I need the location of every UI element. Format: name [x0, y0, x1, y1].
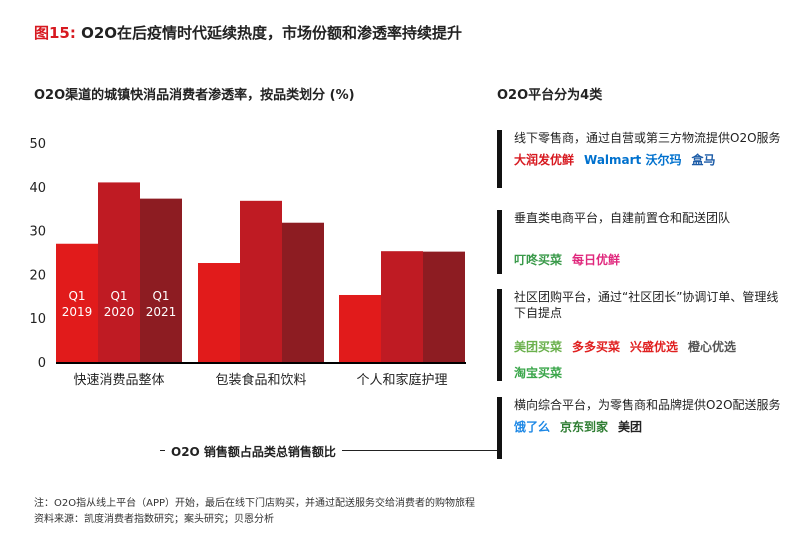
series-label: 2021 [146, 305, 177, 319]
platform-category: 垂直类电商平台，自建前置仓和配送团队 叮咚买菜 每日优鲜 [497, 210, 784, 274]
y-tick-label: 50 [29, 137, 46, 152]
brand-logo: 饿了么 [514, 420, 551, 434]
platform-category: 线下零售商，通过自营或第三方物流提供O2O服务 大润发优鲜 Walmart 沃尔玛盒… [497, 130, 784, 188]
brand-logo: Walmart 沃尔玛 [584, 153, 682, 167]
bar [282, 222, 324, 362]
brand-logo: 美团 [618, 420, 643, 434]
brand-logo: 盒马 [691, 153, 716, 167]
y-tick-label: 0 [38, 356, 46, 371]
category-label: 个人和家庭护理 [356, 372, 447, 388]
chart-title: O2O渠道的城镇快消品消费者渗透率，按品类划分 (%) [34, 88, 355, 103]
bar [198, 263, 240, 362]
bar-chart: 01020304050Q120194.4%Q120208.3%Q120217.7… [29, 137, 466, 388]
platform-category: 横向综合平台，为零售商和品牌提供O2O配送服务 饿了么 京东到家 美团 [497, 397, 784, 459]
brand-logo: 橙心优选 [688, 340, 737, 354]
sales-share-label: O2O 销售额占品类总销售额比 [165, 443, 342, 460]
brand-logo: 叮咚买菜 [514, 253, 563, 267]
series-label: 2019 [62, 305, 93, 319]
brand-logo: 美团买菜 [514, 340, 563, 354]
series-label: Q1 [110, 289, 127, 303]
series-label: Q1 [68, 289, 85, 303]
category-label: 包装食品和饮料 [215, 372, 306, 388]
brand-logo: 大润发优鲜 [514, 153, 575, 167]
figure-title-text: O2O在后疫情时代延续热度，市场份额和渗透率持续提升 [81, 24, 463, 42]
bar [423, 251, 465, 362]
series-label: 2020 [104, 305, 135, 319]
platform-category: 社区团购平台，通过“社区团长”协调订单、管理线下自提点美团买菜 多多买菜 兴盛优选橙… [497, 289, 784, 381]
bar [339, 294, 381, 362]
bar [381, 251, 423, 362]
brand-logo: 多多买菜 [572, 340, 621, 354]
category-description: 横向综合平台，为零售商和品牌提供O2O配送服务 [514, 398, 781, 412]
y-tick-label: 30 [29, 225, 46, 240]
category-label: 快速消费品整体 [73, 373, 164, 388]
bar [56, 243, 98, 362]
figure-title: 图15: O2O在后疫情时代延续热度，市场份额和渗透率持续提升 [34, 22, 462, 43]
y-tick-label: 10 [29, 312, 46, 327]
category-description: 垂直类电商平台，自建前置仓和配送团队 [514, 211, 731, 225]
brand-logo: 每日优鲜 [572, 253, 621, 267]
figure-number: 图15: [34, 24, 76, 42]
y-tick-label: 40 [29, 181, 46, 196]
series-label: Q1 [152, 289, 169, 303]
platform-title: O2O平台分为4类 [497, 88, 603, 103]
bar [140, 198, 182, 362]
brand-logo: 兴盛优选 [630, 340, 679, 354]
source: 资料来源：凯度消费者指数研究；案头研究；贝恩分析 [34, 514, 274, 525]
category-description: 社区团购平台，通过“社区团长”协调订单、管理线下自提点 [514, 290, 779, 320]
note: 注：O2O指从线上平台（APP）开始，最后在线下门店购买，并通过配送服务交给消费… [34, 498, 476, 509]
category-description: 线下零售商，通过自营或第三方物流提供O2O服务 [514, 131, 781, 145]
bar [98, 182, 140, 362]
bar [240, 200, 282, 362]
brand-logo: 淘宝买菜 [514, 366, 563, 380]
y-tick-label: 20 [29, 268, 46, 283]
brand-logo: 京东到家 [560, 420, 609, 434]
